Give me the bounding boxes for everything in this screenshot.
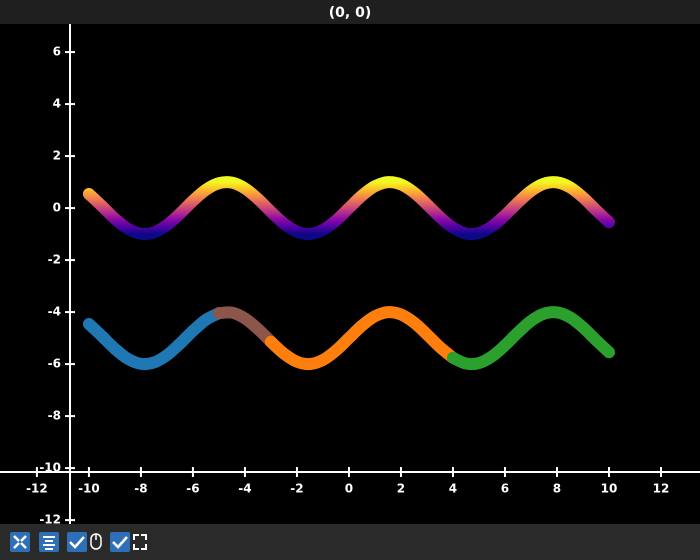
line-series (264, 306, 459, 371)
line-series (82, 307, 225, 371)
x-tick-label: -12 (26, 482, 48, 496)
line-series (446, 306, 615, 371)
plot-area (0, 24, 700, 524)
y-tick-label: 6 (53, 45, 61, 59)
x-tick-label: -10 (78, 482, 100, 496)
y-tick-label: -4 (48, 305, 61, 319)
x-tick-label: 0 (345, 482, 353, 496)
y-tick-label: -6 (48, 357, 61, 371)
x-tick-label: 12 (653, 482, 670, 496)
y-tick-label: -12 (39, 513, 61, 527)
y-tick-label: 0 (53, 201, 61, 215)
y-tick-label: -8 (48, 409, 61, 423)
x-tick-label: -8 (134, 482, 147, 496)
y-tick-label: -10 (39, 461, 61, 475)
line-series (82, 176, 615, 241)
window-title: (0, 0) (329, 5, 371, 21)
mouse-toggle[interactable] (67, 532, 102, 552)
title-bar (0, 0, 700, 24)
x-tick-label: 8 (553, 482, 561, 496)
line-series (212, 306, 277, 348)
fit-button[interactable] (10, 532, 30, 552)
toolbar (0, 524, 700, 560)
x-tick-label: -2 (290, 482, 303, 496)
x-tick-label: 4 (449, 482, 457, 496)
x-tick-label: 6 (501, 482, 509, 496)
x-tick-label: -4 (238, 482, 251, 496)
x-tick-label: 10 (601, 482, 618, 496)
fullscreen-toggle[interactable] (110, 532, 147, 552)
align-button[interactable] (39, 532, 59, 552)
plot: -12 -10 -8 -6 -4 -2 0 2 4 6 8 10 12 -12 -10 -8 -6 -4 -2 0 2 4… (0, 24, 700, 527)
y-tick-label: 2 (53, 149, 61, 163)
x-tick-label: 2 (397, 482, 405, 496)
y-tick-label: -2 (48, 253, 61, 267)
y-tick-label: 4 (53, 97, 61, 111)
x-tick-label: -6 (186, 482, 199, 496)
